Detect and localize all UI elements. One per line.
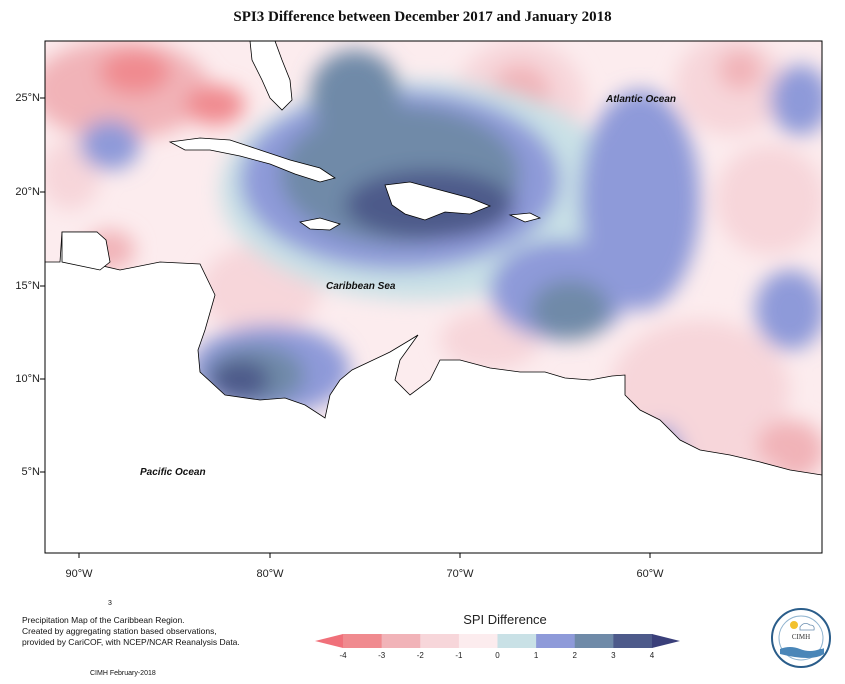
legend-tick-label: 2 — [572, 651, 577, 660]
legend-swatch — [536, 634, 576, 648]
footer-mark: 3 — [108, 600, 112, 607]
legend-swatch — [497, 634, 537, 648]
legend-title: SPI Difference — [463, 612, 547, 627]
label-atlantic-ocean: Atlantic Ocean — [606, 94, 677, 105]
map-title: SPI3 Difference between December 2017 an… — [233, 9, 612, 25]
lat-label-25n: 25°N — [15, 92, 40, 104]
lat-label-10n: 10°N — [15, 373, 40, 385]
label-pacific-ocean: Pacific Ocean — [140, 467, 206, 478]
lon-label-90w: 90°W — [65, 568, 93, 580]
legend-tick-label: -2 — [416, 651, 424, 660]
footer-description: Precipitation Map of the Caribbean Regio… — [22, 615, 262, 648]
footer-line-3: provided by CariCOF, with NCEP/NCAR Rean… — [22, 637, 240, 647]
lat-label-5n: 5°N — [21, 466, 40, 478]
legend-arrow-high — [652, 634, 680, 648]
legend-tick-label: 0 — [495, 651, 500, 660]
legend-swatch — [343, 634, 383, 648]
lon-label-60w: 60°W — [636, 568, 664, 580]
lat-label-15n: 15°N — [15, 280, 40, 292]
legend-tick-label: -4 — [339, 651, 347, 660]
legend-swatch — [420, 634, 460, 648]
cloud-icon — [799, 623, 815, 631]
legend-tick-label: -3 — [378, 651, 386, 660]
land-masses — [45, 41, 822, 553]
axis-ticks — [40, 97, 651, 558]
footer-line-2: Created by aggregating station based obs… — [22, 626, 217, 636]
legend-tick-label: 4 — [649, 651, 655, 660]
cimh-logo — [771, 608, 831, 668]
legend-colorbar — [315, 634, 680, 648]
lat-label-20n: 20°N — [15, 186, 40, 198]
footer-line-1: Precipitation Map of the Caribbean Regio… — [22, 615, 185, 625]
legend-tick-label: 1 — [533, 651, 539, 660]
legend-swatch — [381, 634, 421, 648]
legend-swatch — [613, 634, 653, 648]
legend-tick-label: -1 — [455, 651, 463, 660]
wave-icon — [780, 647, 824, 658]
legend-swatch — [458, 634, 498, 648]
label-caribbean-sea: Caribbean Sea — [326, 281, 396, 292]
logo-abbr: CIMH — [791, 633, 811, 641]
footer-credit: CIMH February-2018 — [90, 670, 156, 677]
legend-arrow-low — [315, 634, 343, 648]
lon-label-70w: 70°W — [446, 568, 474, 580]
lon-label-80w: 80°W — [256, 568, 284, 580]
sun-icon — [790, 621, 798, 629]
legend-tick-label: 3 — [611, 651, 616, 660]
legend-swatch — [574, 634, 614, 648]
map-frame — [44, 40, 823, 554]
